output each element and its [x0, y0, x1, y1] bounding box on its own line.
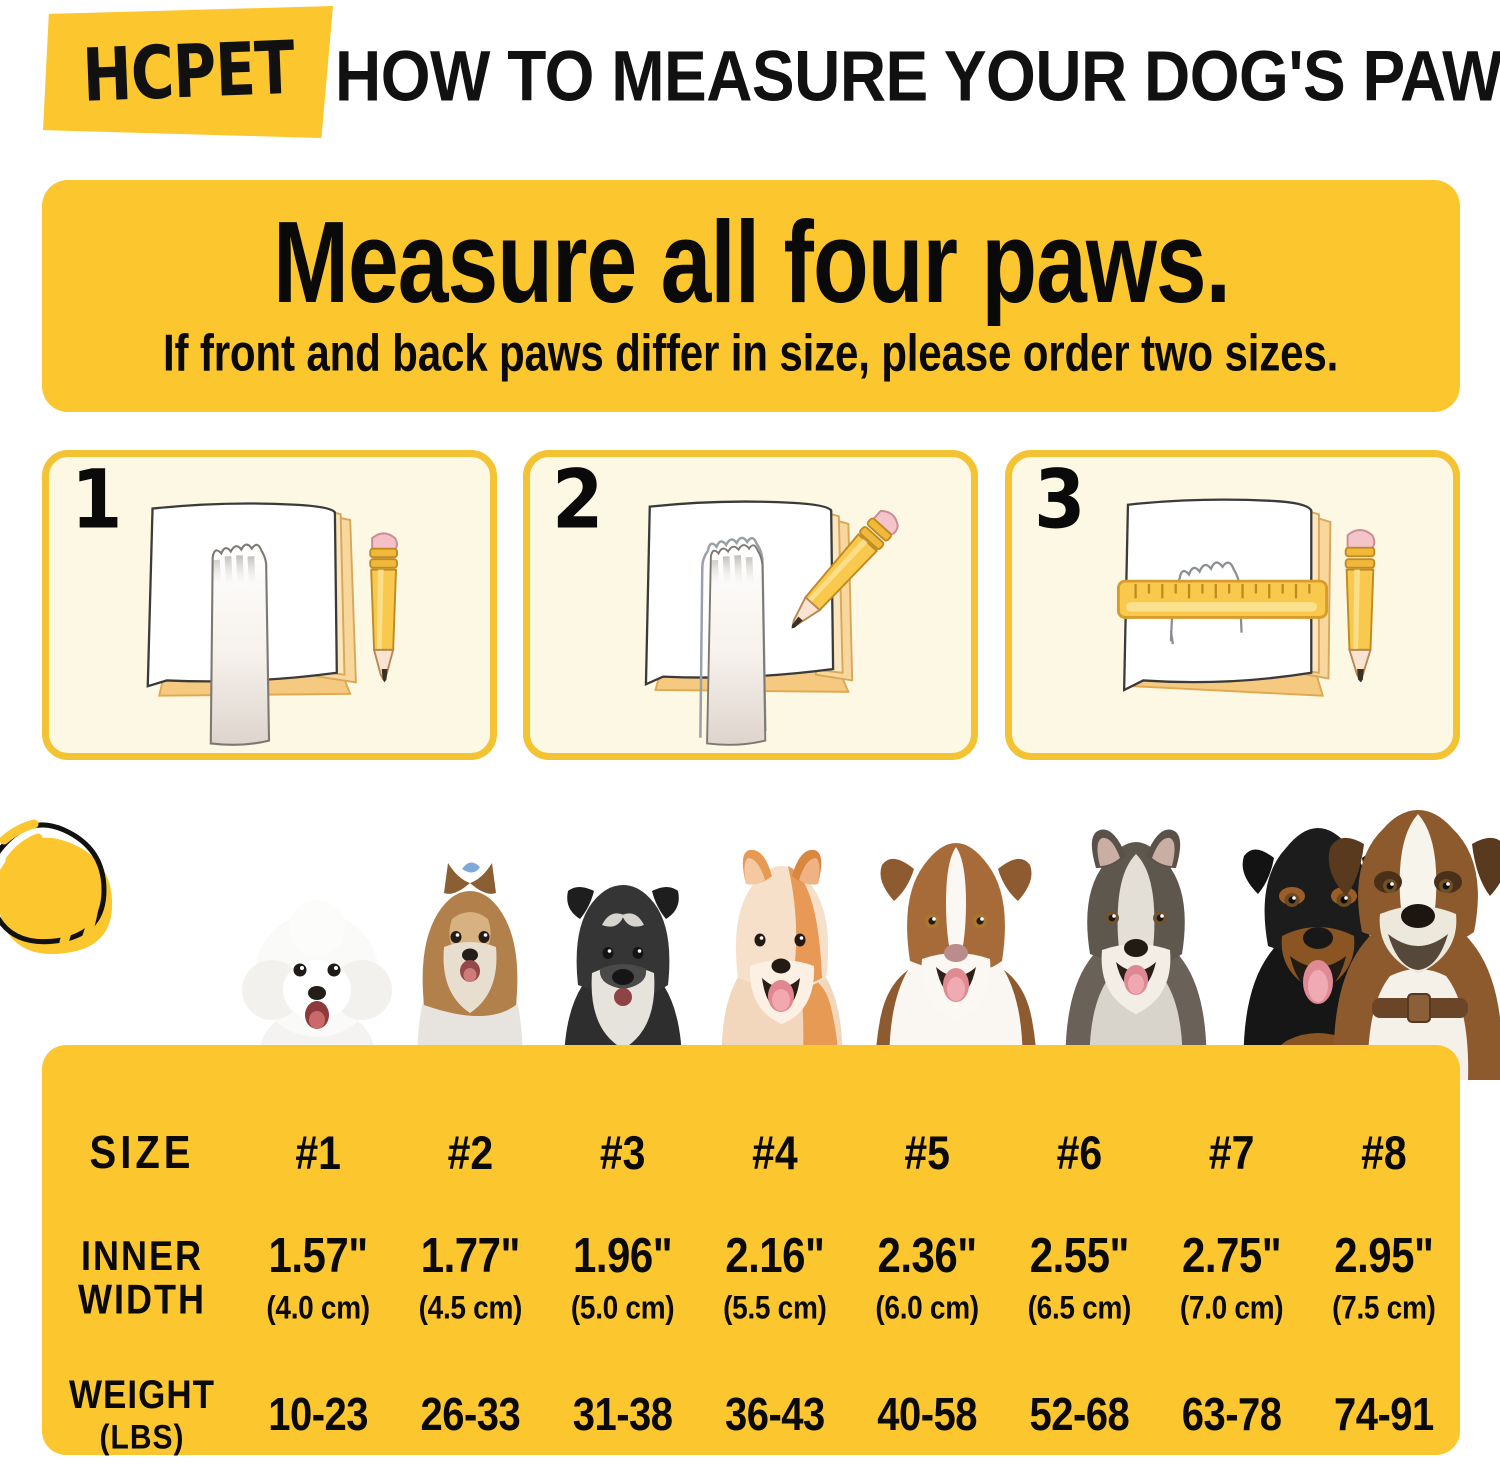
inner-width-cell-2: 1.77" (4.5 cm) [394, 1228, 546, 1326]
inner-width-cm-3: (5.0 cm) [570, 1289, 675, 1326]
inner-width-cell-3: 1.96" (5.0 cm) [547, 1228, 699, 1326]
step-number-3: 3 [1034, 452, 1086, 548]
step-number-1: 1 [71, 452, 123, 548]
dog-breed-strip [0, 760, 1500, 1080]
inner-width-cell-8: 2.95" (7.5 cm) [1308, 1228, 1460, 1326]
dog-border-collie [875, 843, 1037, 1080]
weight-cell-3: 31-38 [572, 1389, 673, 1440]
step-number-2: 2 [552, 452, 604, 548]
step-1-illustration [146, 502, 398, 746]
table-row-size: SIZE #1 #2 #3 #4 #5 #6 #7 #8 [42, 1123, 1460, 1183]
hcpet-logo-badge: HCPET [43, 6, 333, 138]
row-label-size: SIZE [89, 1127, 195, 1178]
row-label-weight-line1: WEIGHT [69, 1372, 215, 1417]
page-header: HCPET HOW TO MEASURE YOUR DOG'S PAWS [0, 0, 1500, 150]
inner-width-cell-4: 2.16" (5.5 cm) [699, 1228, 851, 1326]
inner-width-in-6: 2.55" [1029, 1228, 1130, 1283]
inner-width-in-8: 2.95" [1334, 1228, 1434, 1283]
inner-width-cm-5: (6.0 cm) [875, 1289, 979, 1326]
weight-cell-7: 63-78 [1181, 1389, 1282, 1440]
table-row-weight: WEIGHT (LBS) 10-23 26-33 31-38 36-43 40-… [42, 1365, 1460, 1465]
row-label-inner-width-line2: WIDTH [78, 1275, 206, 1323]
inner-width-in-4: 2.16" [725, 1228, 825, 1283]
weight-cell-8: 74-91 [1333, 1389, 1434, 1440]
step-3-illustration [1116, 498, 1376, 697]
size-cell-8: #8 [1361, 1125, 1407, 1179]
measuring-steps: 1 [42, 450, 1460, 760]
size-cell-2: #2 [447, 1125, 494, 1179]
dog-alaskan-malamute [1065, 829, 1207, 1080]
inner-width-cm-6: (6.5 cm) [1027, 1289, 1132, 1326]
dogs-row [232, 760, 1500, 1080]
size-cell-1: #1 [295, 1125, 341, 1179]
row-label-weight-line2: (LBS) [99, 1418, 185, 1457]
inner-width-in-5: 2.36" [877, 1228, 978, 1283]
size-cell-3: #3 [599, 1125, 646, 1179]
inner-width-cm-7: (7.0 cm) [1179, 1289, 1284, 1326]
weight-cell-2: 26-33 [420, 1389, 521, 1440]
row-label-weight: WEIGHT (LBS) [42, 1372, 242, 1458]
size-cell-4: #4 [752, 1125, 798, 1179]
inner-width-cell-6: 2.55" (6.5 cm) [1003, 1228, 1155, 1326]
weight-cell-5: 40-58 [877, 1389, 978, 1440]
page-title: HOW TO MEASURE YOUR DOG'S PAWS [335, 35, 1500, 117]
table-row-inner-width: INNER WIDTH 1.57" (4.0 cm) 1.77" (4.5 cm… [42, 1223, 1460, 1333]
inner-width-cm-8: (7.5 cm) [1332, 1289, 1436, 1326]
step-2-illustration [644, 500, 899, 746]
size-cell-6: #6 [1056, 1125, 1103, 1179]
inner-width-cm-2: (4.5 cm) [418, 1289, 523, 1326]
row-label-inner-width: INNER WIDTH [42, 1232, 242, 1323]
wagging-tail-icon [0, 819, 113, 955]
size-chart-table: SIZE #1 #2 #3 #4 #5 #6 #7 #8 INNER WIDTH… [42, 1045, 1460, 1456]
inner-width-in-3: 1.96" [573, 1228, 673, 1283]
size-cell-7: #7 [1208, 1125, 1255, 1179]
step-panel-3: 3 [1005, 450, 1460, 760]
inner-width-cell-7: 2.75" (7.0 cm) [1156, 1228, 1308, 1326]
inner-width-cm-1: (4.0 cm) [266, 1289, 370, 1326]
step-panel-2: 2 [523, 450, 978, 760]
weight-cell-1: 10-23 [268, 1389, 369, 1440]
inner-width-in-2: 1.77" [420, 1228, 521, 1283]
brand-logo-text: HCPET [80, 24, 296, 119]
step-panel-1: 1 [42, 450, 497, 760]
inner-width-cell-1: 1.57" (4.0 cm) [242, 1228, 394, 1326]
inner-width-in-7: 2.75" [1182, 1228, 1282, 1283]
inner-width-in-1: 1.57" [268, 1228, 369, 1283]
inner-width-cell-5: 2.36" (6.0 cm) [851, 1228, 1003, 1326]
inner-width-cm-4: (5.5 cm) [723, 1289, 827, 1326]
size-cell-5: #5 [904, 1125, 950, 1179]
callout-subtext: If front and back paws differ in size, p… [163, 325, 1339, 383]
callout-headline: Measure all four paws. [272, 198, 1230, 328]
row-label-inner-width-line1: INNER [80, 1232, 203, 1280]
weight-cell-4: 36-43 [724, 1389, 825, 1440]
measure-all-paws-callout: Measure all four paws. If front and back… [42, 180, 1460, 412]
dog-saint-bernard [1328, 810, 1500, 1080]
weight-cell-6: 52-68 [1029, 1389, 1130, 1440]
